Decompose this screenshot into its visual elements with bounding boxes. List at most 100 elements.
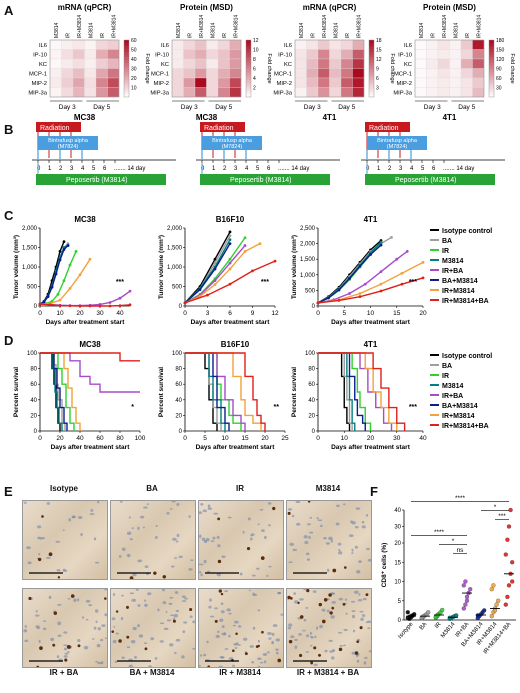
colorbar-step <box>369 91 374 95</box>
y-tick-label: 15 <box>394 560 401 566</box>
cd8-cell <box>343 566 347 569</box>
y-tick-label: 5 <box>398 599 402 605</box>
heatmap-row-label: IP-10 <box>278 52 292 58</box>
nucleus <box>85 599 91 603</box>
y-tick-label: 60 <box>175 382 182 388</box>
colorbar-step <box>369 85 374 89</box>
series-line <box>318 352 356 431</box>
panel-letter-e: E <box>4 484 13 499</box>
nucleus <box>56 655 60 659</box>
y-tick-label: 1,000 <box>22 265 38 271</box>
nucleus <box>335 522 340 526</box>
cd8-cell <box>338 647 343 652</box>
heatmap-cell <box>460 39 473 50</box>
colorbar-tick: 30 <box>131 67 137 73</box>
heatmap-cell <box>72 39 85 50</box>
nucleus <box>216 535 220 540</box>
nucleus <box>264 535 267 540</box>
heatmap-cell <box>472 68 485 79</box>
nucleus <box>343 628 348 631</box>
nucleus <box>210 540 215 543</box>
heatmap-cell <box>294 77 307 88</box>
series-point <box>390 235 393 239</box>
nucleus <box>202 509 207 513</box>
cd8-cell <box>318 653 321 657</box>
colorbar-step <box>489 85 494 89</box>
series-line <box>318 352 398 431</box>
colorbar-step <box>124 94 129 98</box>
nucleus <box>128 664 133 667</box>
cd8-cell <box>331 606 335 610</box>
series-point <box>327 296 330 300</box>
nucleus <box>219 656 224 659</box>
cd8-cell <box>66 644 71 649</box>
series-line <box>185 352 266 431</box>
nucleus <box>277 591 282 594</box>
series-point <box>348 277 351 280</box>
nucleus <box>178 555 183 559</box>
x-tick-label: 30 <box>96 310 104 317</box>
timeline-day: ....... 14 day <box>114 166 145 172</box>
cd8-cell <box>359 626 363 630</box>
nucleus <box>352 629 356 633</box>
nucleus <box>224 648 229 650</box>
heatmap-cell <box>229 87 242 98</box>
data-point <box>468 587 473 592</box>
cd8-cell <box>77 644 81 648</box>
colorbar-border <box>245 39 252 98</box>
nucleus <box>350 520 353 524</box>
nucleus <box>218 665 223 667</box>
nucleus <box>85 618 89 621</box>
nucleus <box>357 599 363 602</box>
nucleus <box>338 551 343 555</box>
nucleus <box>289 542 295 546</box>
nucleus <box>330 615 335 619</box>
nucleus <box>319 524 323 528</box>
x-tick-label: 6 <box>228 310 232 317</box>
significance-label: ** <box>274 404 280 411</box>
heatmap-cell <box>206 49 219 60</box>
nucleus <box>259 508 264 511</box>
x-tick-label: 0 <box>183 310 187 317</box>
heatmap-cell <box>217 68 230 79</box>
series-line <box>185 352 230 431</box>
nucleus <box>176 533 180 538</box>
peposertib-box <box>36 174 166 185</box>
heatmap-cell <box>95 39 108 50</box>
heatmap-cell <box>352 49 365 60</box>
panel-letter-d: D <box>4 333 14 348</box>
nucleus <box>310 644 313 647</box>
heatmap-cell <box>229 39 242 50</box>
day-label: Day 3 <box>181 104 198 111</box>
significance-label: **** <box>434 529 445 536</box>
series-point <box>379 243 383 247</box>
heatmap-col-label: IR+M3814 <box>476 15 482 38</box>
series-point <box>68 287 72 290</box>
data-point <box>463 579 468 584</box>
series-point <box>78 304 82 308</box>
heatmap-cell <box>426 39 439 50</box>
series-point <box>363 282 367 286</box>
nucleus <box>128 516 131 519</box>
heatmap-row-label: IP-10 <box>398 52 412 58</box>
nucleus <box>343 644 346 647</box>
nucleus <box>303 535 308 539</box>
x-tick-label: 20 <box>367 435 375 442</box>
significance-label: * <box>452 538 455 545</box>
timeline-day: 3 <box>399 166 403 172</box>
nucleus <box>257 657 262 660</box>
nucleus <box>120 618 124 621</box>
nucleus <box>176 503 180 506</box>
series-point <box>118 304 122 308</box>
heatmap-cell <box>437 58 450 69</box>
y-axis-label: Tumor volume (mm³) <box>291 235 298 299</box>
colorbar-label: Fold change <box>144 53 150 83</box>
nucleus <box>239 572 243 576</box>
heatmap-cell <box>206 58 219 69</box>
nucleus <box>221 555 226 558</box>
heatmap-cell <box>306 68 319 79</box>
nucleus <box>309 516 312 519</box>
nucleus <box>38 639 41 644</box>
nucleus <box>77 638 81 643</box>
heatmap-col-label: IR+M3814 <box>322 15 328 38</box>
